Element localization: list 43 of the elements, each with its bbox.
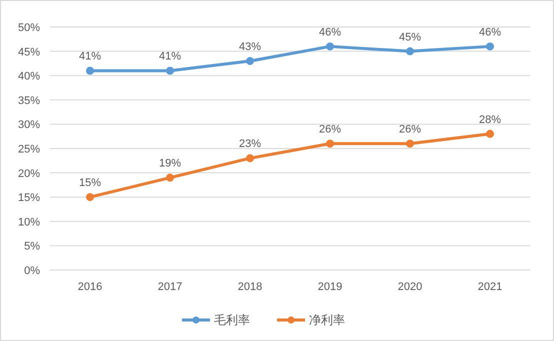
data-label: 46% <box>318 26 342 38</box>
data-label: 41% <box>78 50 102 63</box>
y-tick-label: 25% <box>18 144 40 156</box>
y-tick-label: 0% <box>24 265 40 277</box>
data-label: 23% <box>238 138 262 150</box>
x-tick-label: 2021 <box>478 281 502 293</box>
y-tick-label: 20% <box>18 168 40 180</box>
y-tick-label: 50% <box>18 22 40 34</box>
y-tick-label: 10% <box>18 216 40 228</box>
point <box>246 154 254 162</box>
data-label: 43% <box>238 41 262 54</box>
y-tick-label: 45% <box>18 46 40 58</box>
y-tick-label: 35% <box>18 94 40 107</box>
data-label: 19% <box>158 158 182 170</box>
point <box>406 47 414 56</box>
x-tick-label: 2018 <box>238 281 262 293</box>
legend-label: 毛利率 <box>214 313 250 327</box>
y-tick-label: 40% <box>18 70 40 83</box>
point <box>406 140 414 148</box>
x-tick-label: 2019 <box>318 281 342 293</box>
legend-label: 净利率 <box>309 313 345 327</box>
data-label: 46% <box>478 26 502 38</box>
data-label: 15% <box>78 177 102 190</box>
data-label: 45% <box>398 31 422 44</box>
y-tick-label: 15% <box>18 192 40 204</box>
point <box>246 57 254 66</box>
point <box>326 42 334 50</box>
point <box>326 140 334 148</box>
data-label: 26% <box>318 124 342 136</box>
point <box>486 130 494 138</box>
data-label: 26% <box>398 124 422 136</box>
point <box>166 66 174 75</box>
x-tick-label: 2020 <box>398 281 422 293</box>
data-label: 41% <box>158 50 182 63</box>
y-tick-label: 30% <box>18 119 40 132</box>
point <box>86 66 94 75</box>
point <box>486 42 494 50</box>
x-tick-label: 2017 <box>158 281 182 293</box>
x-tick-label: 2016 <box>78 281 102 293</box>
point <box>166 174 174 182</box>
point <box>86 193 94 202</box>
data-label: 28% <box>478 114 502 126</box>
y-tick-label: 5% <box>24 240 40 253</box>
